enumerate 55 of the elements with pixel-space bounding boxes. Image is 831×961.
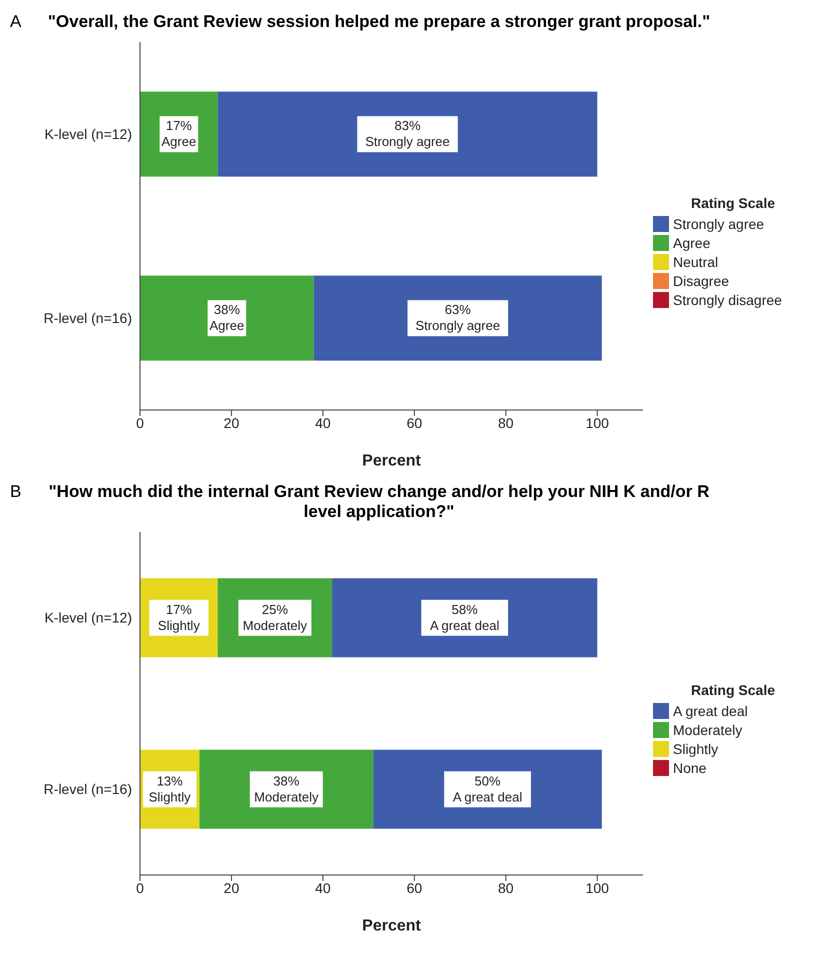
y-tick-label: K-level (n=12) — [44, 126, 132, 142]
data-label: 38% — [273, 773, 300, 788]
text: Moderately — [254, 789, 318, 804]
y-tick-label: K-level (n=12) — [44, 610, 132, 626]
text: A great deal — [452, 789, 522, 804]
text: A — [10, 12, 22, 31]
data-label: 58% — [452, 602, 478, 617]
x-tick-label: 20 — [224, 414, 240, 431]
text: A great deal — [430, 618, 500, 633]
x-axis-title: Percent — [362, 917, 422, 934]
x-tick-label: 40 — [315, 880, 331, 896]
data-label: 83% — [394, 118, 421, 134]
x-tick-label: 0 — [136, 414, 144, 431]
x-tick-label: 100 — [586, 880, 610, 896]
legend-label: Strongly agree — [673, 216, 764, 232]
bar — [218, 92, 598, 177]
chart-title: "How much did the internal Grant Review change and/or help your NIH K and/or R level application?" — [48, 482, 710, 522]
x-tick-label: 40 — [315, 414, 331, 431]
data-label: 38% — [214, 302, 240, 318]
legend-label: Disagree — [673, 273, 730, 289]
legend-label: Moderately — [673, 722, 742, 738]
text: Slightly — [158, 618, 200, 633]
legend-label: Neutral — [673, 254, 718, 270]
chart-title: "Overall, the Grant Review session helped me prepare a stronger grant proposal." — [46, 12, 712, 32]
text: Strongly agree — [416, 318, 500, 334]
x-tick-label: 100 — [586, 414, 610, 431]
data-label: 17% — [166, 602, 192, 617]
legend-label: Agree — [673, 235, 710, 251]
text: Slightly — [148, 789, 191, 804]
bar — [140, 276, 314, 361]
x-axis-title: Percent — [362, 452, 422, 470]
text: Strongly agree — [365, 134, 450, 150]
data-label: 63% — [444, 302, 472, 318]
x-tick-label: 20 — [224, 880, 240, 896]
text: Moderately — [242, 618, 308, 633]
legend-label: A great deal — [673, 703, 748, 719]
data-label: 50% — [474, 773, 501, 788]
x-tick-label: 80 — [498, 880, 514, 896]
x-tick-label: 80 — [498, 414, 514, 431]
data-label: 17% — [166, 118, 192, 134]
legend-label: None — [673, 760, 706, 776]
legend-title: Rating Scale — [690, 194, 776, 210]
data-label: 13% — [156, 773, 184, 788]
legend-label: Slightly — [673, 741, 718, 757]
text: B — [10, 482, 22, 501]
x-tick-label: 60 — [406, 414, 422, 431]
x-tick-label: 0 — [136, 880, 144, 896]
legend-label: Strongly disagree — [673, 292, 782, 308]
data-label: 25% — [262, 602, 288, 617]
legend-title: Rating Scale — [690, 682, 776, 698]
x-tick-label: 60 — [406, 880, 422, 896]
y-tick-label: R-level (n=16) — [44, 781, 132, 798]
text: Agree — [162, 134, 196, 150]
text: Agree — [210, 318, 244, 334]
y-tick-label: R-level (n=16) — [44, 310, 132, 326]
